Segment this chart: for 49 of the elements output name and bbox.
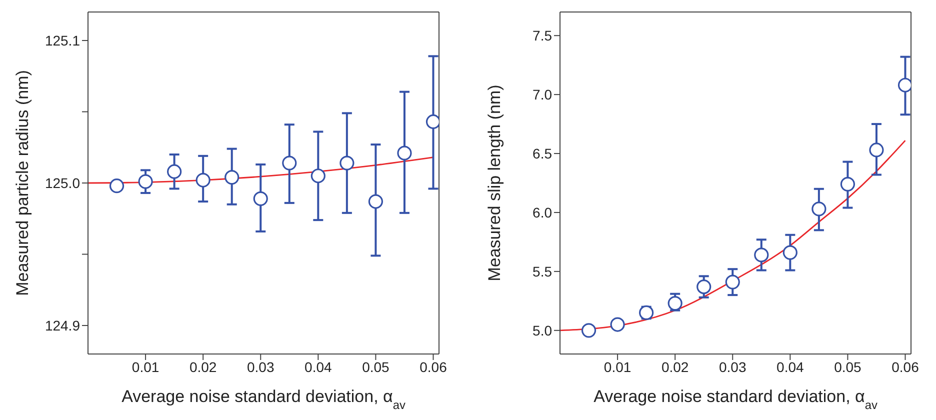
y-tick-label: 5.0	[532, 322, 552, 338]
point	[782, 245, 798, 260]
x-tick-label: 0.03	[247, 358, 274, 375]
point	[581, 323, 596, 338]
point	[196, 172, 210, 188]
point	[368, 194, 384, 209]
point	[840, 176, 856, 192]
point	[310, 168, 326, 184]
x-axis-title: Average noise standard deviation, α$_{av}$	[594, 387, 878, 412]
x-axis-title: Average noise standard deviation, α$_{av}$	[122, 387, 406, 412]
x-tick-label: 0.06	[420, 358, 448, 375]
point	[253, 191, 268, 206]
y-tick-label: 6.5	[532, 145, 552, 162]
point	[224, 170, 240, 185]
x-tick-label: 0.02	[661, 358, 689, 375]
y-tick-label: 7.5	[532, 28, 552, 44]
point	[282, 156, 297, 170]
x-tick-label: 0.01	[132, 358, 160, 375]
point	[754, 248, 769, 262]
line-series	[560, 140, 906, 332]
y-axis-title: Measured slip length (nm)	[485, 84, 504, 282]
y-tick-label: 6.0	[532, 204, 552, 220]
x-tick-label: 0.05	[362, 358, 390, 375]
point	[668, 296, 682, 311]
x-tick-label: 0.06	[892, 358, 920, 375]
y-tick-label: 124.9	[44, 317, 80, 334]
y-tick-label: 125.0	[44, 174, 80, 191]
point	[696, 279, 712, 294]
y-tick-label: 7.0	[532, 86, 552, 103]
point	[610, 317, 625, 332]
x-tick-label: 0.02	[189, 358, 217, 375]
x-tick-label: 0.04	[304, 358, 332, 375]
point	[869, 142, 884, 158]
point	[426, 114, 439, 130]
x-tick-label: 0.01	[604, 358, 632, 375]
point	[812, 202, 826, 216]
point	[138, 174, 153, 189]
x-tick-label: 0.04	[776, 358, 804, 375]
y-tick-label: 125.1	[44, 32, 80, 48]
point	[725, 274, 740, 290]
point	[898, 78, 911, 92]
x-tick-label: 0.03	[719, 358, 746, 375]
point	[340, 156, 354, 170]
point	[397, 146, 412, 160]
point	[167, 164, 182, 179]
x-tick-label: 0.05	[834, 358, 862, 375]
y-tick-label: 5.5	[532, 263, 552, 280]
y-axis-title: Measured particle radius (nm)	[13, 70, 32, 296]
point	[109, 178, 124, 194]
